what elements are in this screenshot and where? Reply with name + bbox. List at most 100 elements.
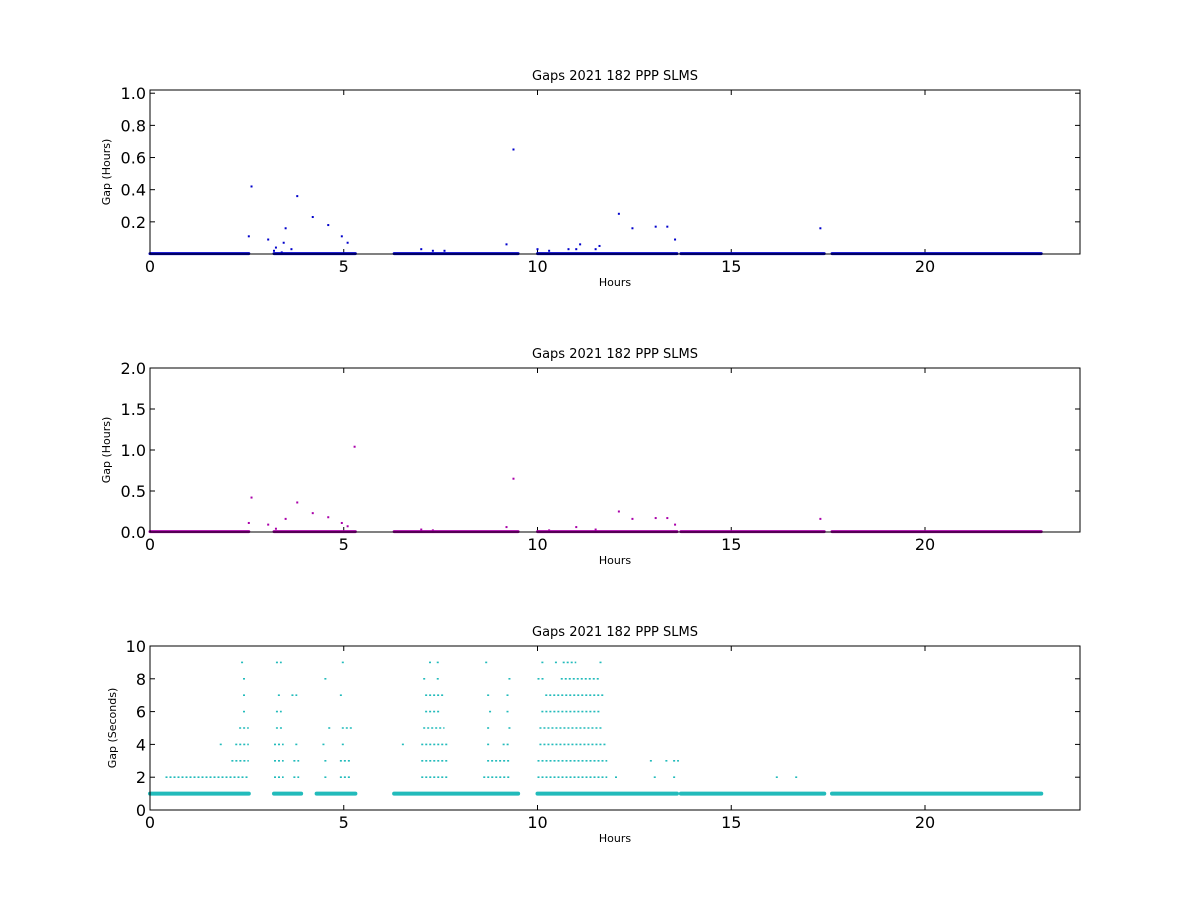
y-tick-label: 0.8 [121,116,146,135]
x-tick-label: 20 [915,257,935,276]
data-point [654,225,657,228]
panel-1-ticks: 0 5 10 15 20 0.2 0.4 0.6 0.8 1.0 [121,84,1080,276]
panel-3-ylabel: Gap (Seconds) [106,688,119,769]
x-tick-label: 0 [145,535,155,554]
y-tick-label: 4 [136,735,146,754]
data-point [420,248,423,251]
panel-2-xlabel: Hours [599,554,631,567]
panel-3-ticks: 0 5 10 15 20 0 2 4 6 8 10 [126,637,1080,832]
data-point [353,445,356,448]
y-tick-label: 2 [136,768,146,787]
data-point [340,235,343,238]
data-point [290,248,293,251]
data-point [579,243,582,246]
data-point [267,238,270,241]
data-point [280,251,283,254]
x-tick-label: 20 [915,535,935,554]
data-point [666,517,669,520]
data-point [594,528,597,531]
data-point [346,241,349,244]
panel-3: Gaps 2021 182 PPP SLMS Hours Gap (Second… [106,625,1081,845]
data-point [247,235,250,238]
data-point [674,523,677,526]
panel-2-points [148,445,1043,534]
data-point [311,216,314,219]
data-point [631,227,634,230]
data-point [512,477,515,480]
data-point [819,517,822,520]
data-point [431,249,434,252]
panel-1-points [148,148,1043,256]
data-point [505,243,508,246]
y-tick-label: 0.0 [121,523,146,542]
data-point [666,225,669,228]
y-tick-label: 1.0 [121,84,146,103]
panel-1-axes-frame [149,89,1081,255]
y-tick-label: 2.0 [121,359,146,378]
x-tick-label: 15 [721,257,741,276]
y-tick-label: 0 [136,801,146,820]
data-point [575,526,578,529]
data-point [267,523,270,526]
x-tick-label: 15 [721,535,741,554]
data-point [420,528,423,531]
panel-2-ticks: 0 5 10 15 20 0.0 0.5 1.0 1.5 2.0 [121,359,1080,554]
data-point [250,185,253,188]
y-tick-label: 10 [126,637,146,656]
data-point [617,212,620,215]
y-tick-label: 1.0 [121,441,146,460]
x-tick-label: 5 [339,535,349,554]
data-point [282,241,285,244]
y-tick-label: 1.5 [121,400,146,419]
x-tick-label: 10 [527,813,547,832]
data-point [548,529,551,532]
panel-3-xlabel: Hours [599,832,631,845]
data-point [617,510,620,513]
data-point [340,521,343,524]
data-point [247,521,250,524]
data-point [631,517,634,520]
y-tick-label: 6 [136,703,146,722]
panel-2-axes-frame [149,367,1081,533]
data-point [594,248,597,251]
data-point [284,517,287,520]
data-point [327,516,330,519]
data-point [536,248,539,251]
panel-2: Gaps 2021 182 PPP SLMS Hours Gap (Hours)… [100,347,1081,567]
data-point [548,249,551,252]
data-point [567,248,570,251]
y-tick-label: 8 [136,670,146,689]
data-point [311,512,314,515]
data-point [575,248,578,251]
panel-3-points [148,661,1044,796]
data-point [654,517,657,520]
x-tick-label: 0 [145,813,155,832]
data-point [284,227,287,230]
data-point [598,244,601,247]
x-tick-label: 5 [339,813,349,832]
y-tick-label: 0.2 [121,213,146,232]
panel-1: Gaps 2021 182 PPP SLMS Hours Gap (Hours)… [100,69,1081,289]
data-point [443,249,446,252]
x-tick-label: 0 [145,257,155,276]
panel-2-title: Gaps 2021 182 PPP SLMS [532,347,698,362]
panel-1-xlabel: Hours [599,276,631,289]
data-point [296,501,299,504]
panel-3-title: Gaps 2021 182 PPP SLMS [532,625,698,640]
y-tick-label: 0.5 [121,482,146,501]
data-point [273,249,275,252]
data-point [505,526,508,529]
data-point [512,148,515,151]
y-tick-label: 0.4 [121,181,146,200]
x-tick-label: 10 [527,535,547,554]
data-point [274,246,277,249]
x-tick-label: 5 [339,257,349,276]
y-tick-label: 0.6 [121,149,146,168]
data-point [346,525,349,528]
data-point [431,529,434,532]
data-point [327,224,330,227]
panel-1-ylabel: Gap (Hours) [100,139,113,206]
data-point [296,195,299,198]
